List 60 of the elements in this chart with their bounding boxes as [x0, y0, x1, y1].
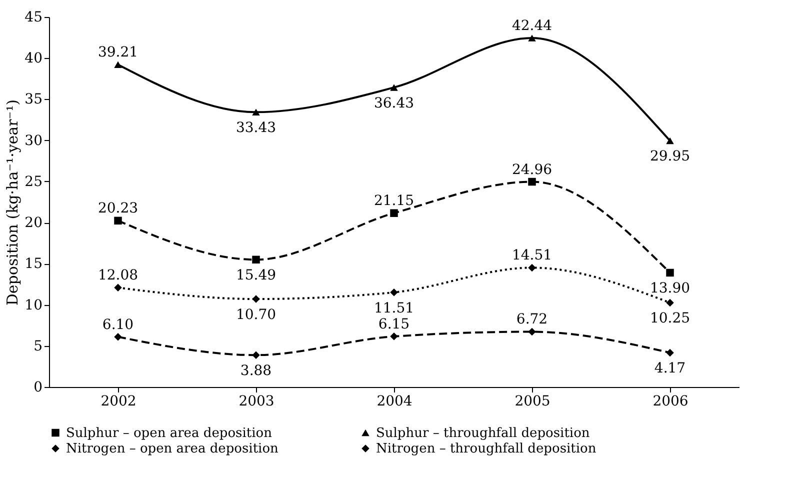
- data-label: 36.43: [374, 95, 414, 112]
- point: [252, 295, 260, 303]
- data-label: 15.49: [236, 268, 276, 284]
- point: [252, 256, 260, 264]
- data-label: 33.43: [236, 120, 276, 136]
- legend-label: Sulphur – open area deposition: [66, 426, 273, 441]
- x-tick-label: 2004: [376, 394, 412, 410]
- point: [666, 348, 674, 357]
- point: [114, 284, 122, 292]
- data-label: 10.70: [236, 307, 276, 324]
- y-tick-label: 45: [24, 10, 42, 26]
- data-label: 10.25: [650, 310, 690, 327]
- point: [666, 268, 674, 277]
- point: [114, 332, 122, 341]
- point: [390, 84, 398, 91]
- data-label: 20.23: [98, 200, 138, 217]
- x-tick-label: 2005: [514, 394, 550, 410]
- y-tick-label: 25: [24, 174, 42, 190]
- point: [114, 216, 122, 225]
- data-label: 12.08: [98, 268, 138, 284]
- data-label: 6.15: [378, 316, 410, 332]
- data-label: 29.95: [650, 148, 690, 165]
- y-tick-label: 10: [24, 297, 42, 314]
- point: [528, 178, 536, 186]
- y-tick-label: 0: [34, 380, 42, 396]
- point: [114, 61, 122, 68]
- x-tick-label: 2006: [652, 394, 688, 410]
- point: [390, 332, 398, 340]
- point: [666, 298, 674, 307]
- y-tick-label: 15: [24, 256, 42, 272]
- data-label: 42.44: [512, 18, 552, 34]
- point: [390, 288, 398, 296]
- point: [390, 209, 398, 217]
- data-label: 39.21: [98, 44, 138, 61]
- legend-label: Nitrogen – open area deposition: [66, 442, 280, 456]
- x-tick-label: 2002: [100, 394, 136, 410]
- y-tick-label: 5: [34, 338, 42, 354]
- data-label: 13.90: [650, 280, 690, 297]
- data-label: 24.96: [512, 162, 552, 178]
- x-tick-label: 2003: [238, 394, 274, 410]
- legend-label: Sulphur – throughfall deposition: [376, 426, 590, 441]
- data-label: 4.17: [654, 360, 686, 377]
- legend-label: Nitrogen – throughfall deposition: [376, 442, 597, 456]
- y-tick-label: 20: [24, 215, 42, 232]
- data-label: 21.15: [374, 193, 414, 210]
- y-tick-label: 30: [24, 132, 42, 149]
- data-label: 14.51: [512, 248, 552, 264]
- y-axis-title: Deposition (kg·ha⁻¹·year⁻¹): [4, 99, 22, 306]
- data-label: 6.72: [516, 312, 548, 328]
- y-tick-label: 40: [24, 50, 42, 67]
- y-tick-label: 35: [24, 92, 42, 108]
- point: [666, 137, 674, 144]
- point: [252, 108, 260, 116]
- point: [528, 34, 536, 42]
- point: [528, 264, 536, 272]
- data-label: 3.88: [240, 363, 272, 380]
- point: [252, 351, 260, 359]
- data-label: 11.51: [374, 300, 414, 316]
- data-label: 6.10: [102, 316, 134, 333]
- point: [528, 328, 536, 336]
